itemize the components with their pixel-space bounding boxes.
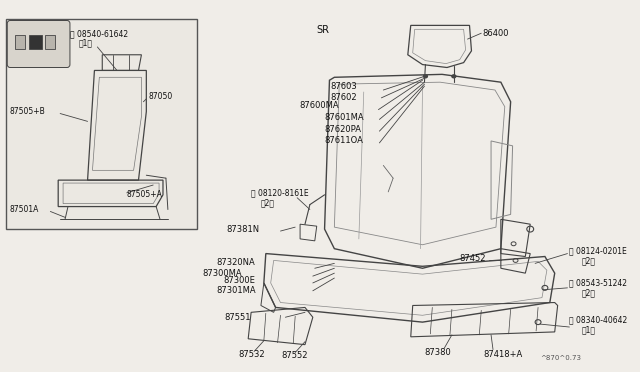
Bar: [15, 35, 25, 49]
Text: （2）: （2）: [581, 256, 595, 265]
Text: （1）: （1）: [79, 38, 93, 47]
Text: 86400: 86400: [483, 29, 509, 38]
Text: ^870^0.73: ^870^0.73: [540, 355, 581, 361]
Text: 87501A: 87501A: [9, 205, 38, 214]
Text: 87301MA: 87301MA: [217, 286, 257, 295]
Text: 87552: 87552: [282, 351, 308, 360]
Bar: [6, 19, 197, 229]
Text: 87300MA: 87300MA: [202, 269, 242, 278]
Text: 87620PA: 87620PA: [324, 125, 362, 134]
Text: Ⓢ 08540-61642: Ⓢ 08540-61642: [70, 29, 128, 38]
Text: 87602: 87602: [330, 93, 357, 102]
Ellipse shape: [424, 75, 428, 78]
Text: （2）: （2）: [581, 288, 595, 297]
FancyBboxPatch shape: [7, 20, 70, 67]
Bar: [29, 35, 42, 49]
Text: 87300E: 87300E: [224, 276, 255, 285]
Text: 87505+B: 87505+B: [9, 107, 45, 116]
Ellipse shape: [452, 75, 456, 78]
Text: 87532: 87532: [238, 350, 265, 359]
Bar: [45, 35, 55, 49]
Text: 87380: 87380: [424, 348, 451, 357]
Text: Ⓢ 08543-51242: Ⓢ 08543-51242: [570, 279, 627, 288]
Text: （1）: （1）: [581, 326, 595, 334]
Text: 87603: 87603: [330, 81, 357, 91]
Text: 87551: 87551: [225, 313, 251, 322]
Text: 87601MA: 87601MA: [324, 113, 364, 122]
Text: Ⓑ 08124-0201E: Ⓑ 08124-0201E: [570, 246, 627, 255]
Text: 87050: 87050: [148, 92, 173, 102]
Text: 87320NA: 87320NA: [217, 258, 255, 267]
Text: SR: SR: [317, 25, 330, 35]
Text: 87611OA: 87611OA: [324, 137, 364, 145]
Text: Ⓑ 08120-8161E: Ⓑ 08120-8161E: [251, 188, 308, 198]
Text: Ⓢ 08340-40642: Ⓢ 08340-40642: [570, 316, 628, 325]
Text: 87600MA: 87600MA: [299, 101, 339, 110]
Text: 87452: 87452: [460, 254, 486, 263]
Text: 87381N: 87381N: [227, 225, 260, 234]
Text: 87505+A: 87505+A: [127, 190, 163, 199]
Text: （2）: （2）: [261, 198, 275, 207]
Text: 87418+A: 87418+A: [483, 350, 522, 359]
